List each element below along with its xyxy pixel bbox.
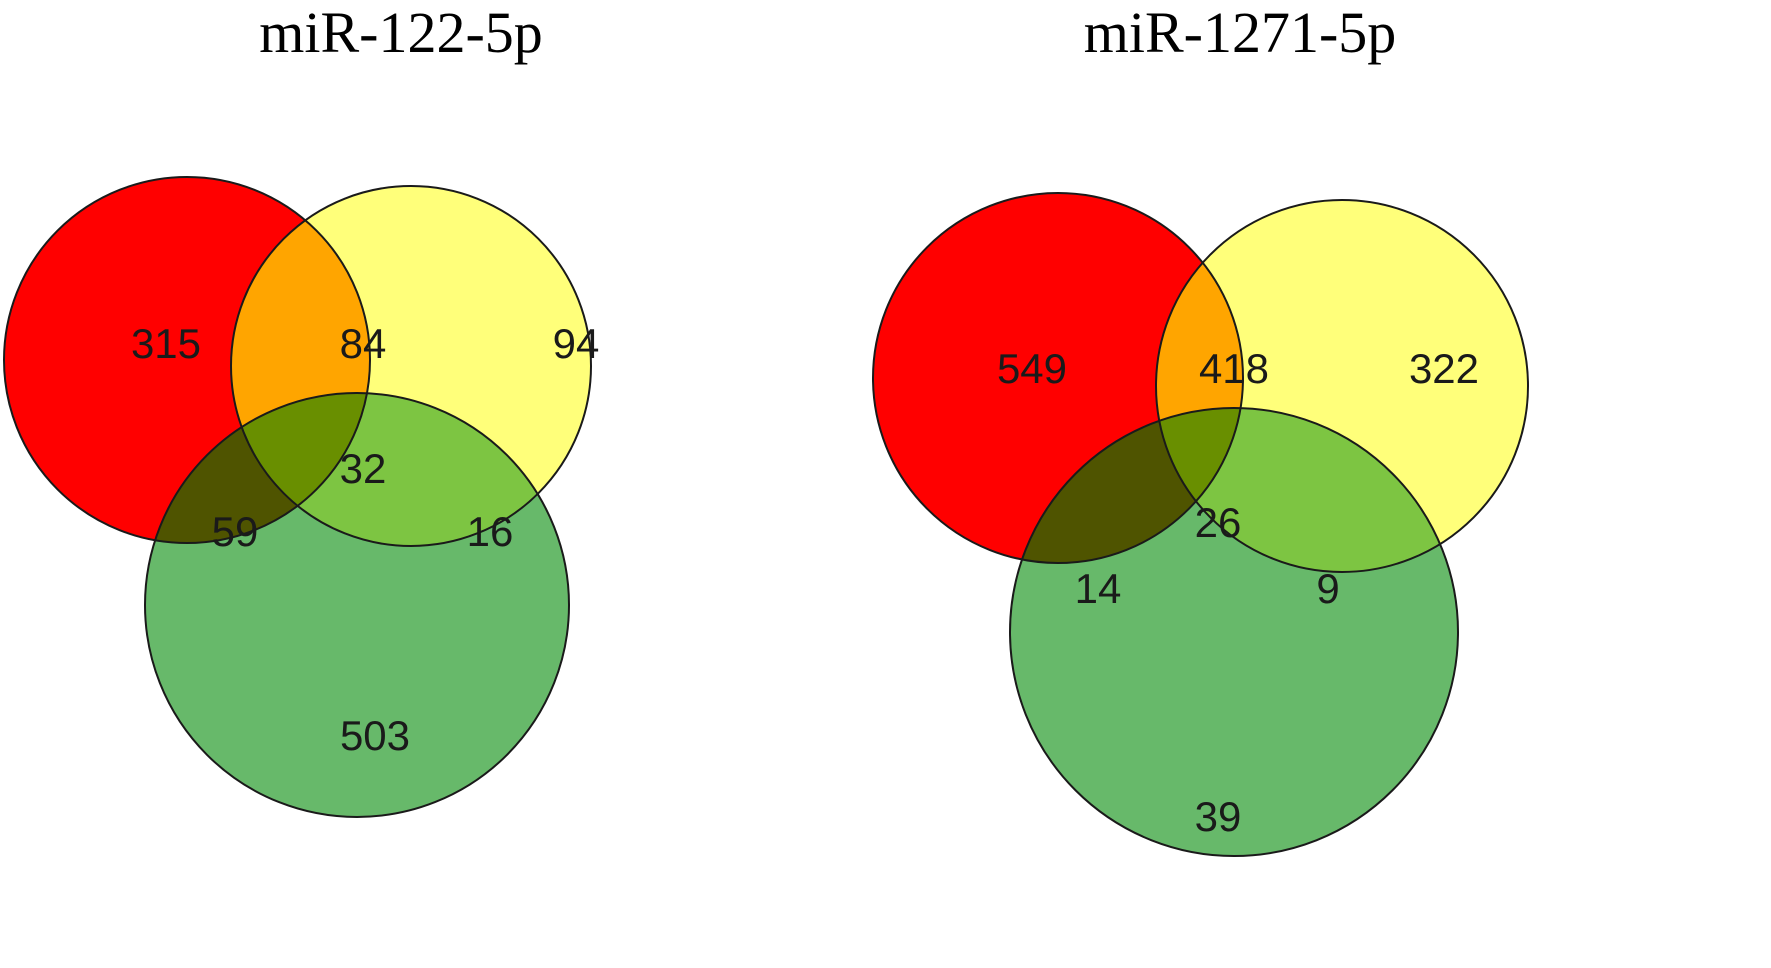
- count-a-only: 315: [131, 320, 201, 367]
- count-abc: 26: [1195, 499, 1242, 546]
- set-a-outline: [3, 176, 371, 544]
- count-bc: 9: [1316, 565, 1339, 612]
- region-ac-fill: [145, 393, 370, 543]
- count-c-only: 503: [340, 712, 410, 759]
- count-c-only: 39: [1195, 793, 1242, 840]
- venn-panel-mir-1271: miR-1271-5p 549 418 322 26 14 9 39: [872, 0, 1529, 857]
- set-a-outline: [872, 192, 1244, 564]
- count-ac: 59: [212, 508, 259, 555]
- set-c-outline: [1009, 407, 1459, 857]
- region-bc-fill: [1156, 408, 1458, 572]
- panel-title: miR-1271-5p: [1084, 0, 1397, 65]
- count-ac: 14: [1075, 565, 1122, 612]
- count-ab: 84: [340, 320, 387, 367]
- set-c-outline: [144, 392, 570, 818]
- set-b-outline: [230, 185, 592, 547]
- venn-panel-mir-122: miR-122-5p 315 84 94 32 59 16 503: [3, 0, 600, 818]
- count-ab: 418: [1199, 345, 1269, 392]
- panel-title: miR-122-5p: [259, 0, 543, 65]
- region-ac-fill: [1010, 408, 1243, 563]
- count-a-only: 549: [997, 345, 1067, 392]
- count-b-only: 94: [553, 320, 600, 367]
- count-b-only: 322: [1409, 345, 1479, 392]
- set-b-outline: [1155, 199, 1529, 573]
- count-abc: 32: [340, 445, 387, 492]
- count-bc: 16: [467, 508, 514, 555]
